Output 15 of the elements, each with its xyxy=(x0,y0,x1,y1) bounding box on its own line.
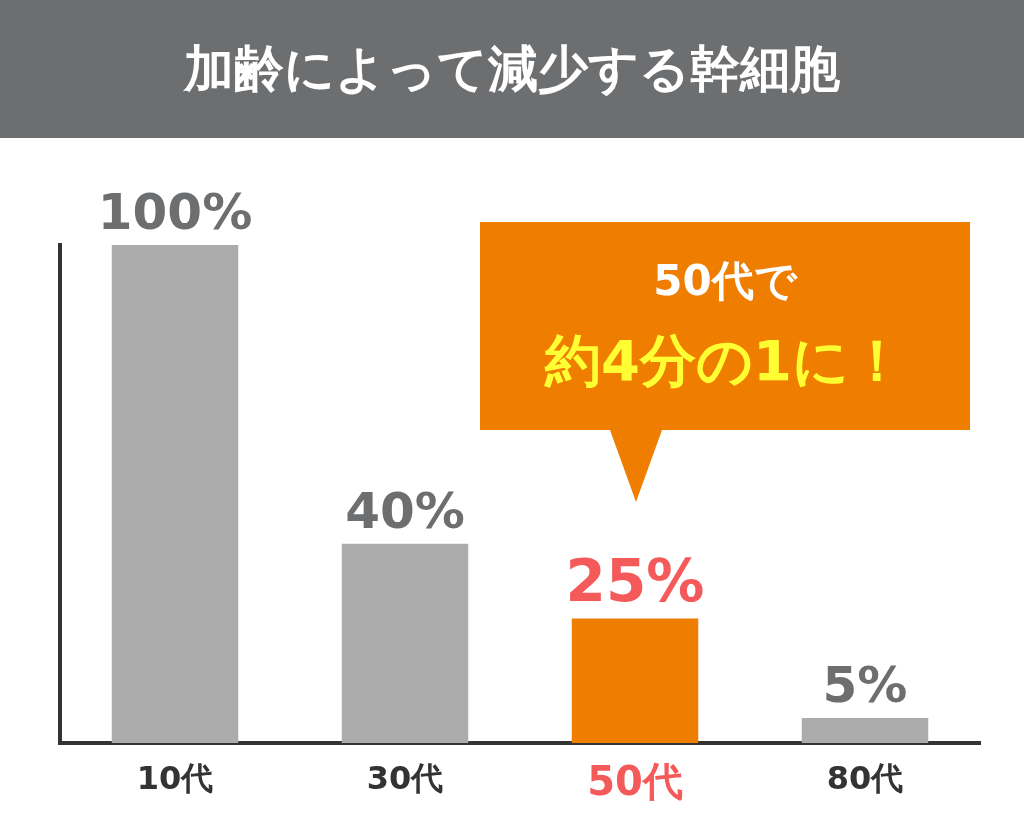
x-tick-label: 30代 xyxy=(366,758,444,797)
x-tick-label: 80代 xyxy=(826,758,904,797)
data-label: 40% xyxy=(345,481,465,540)
data-label: 100% xyxy=(97,182,253,241)
bar xyxy=(571,618,699,743)
data-label: 5% xyxy=(822,656,908,715)
annotation: 50代で xyxy=(653,255,797,307)
bar xyxy=(341,543,469,743)
data-label: 25% xyxy=(565,546,705,615)
x-tick-label: 10代 xyxy=(136,758,214,797)
annotation: 約4分の1に！ xyxy=(545,327,905,395)
x-tick-label: 50代 xyxy=(587,758,683,805)
chart-title: 加齢によって減少する幹細胞 xyxy=(0,0,1024,138)
bar xyxy=(111,245,239,743)
bar xyxy=(801,718,929,743)
